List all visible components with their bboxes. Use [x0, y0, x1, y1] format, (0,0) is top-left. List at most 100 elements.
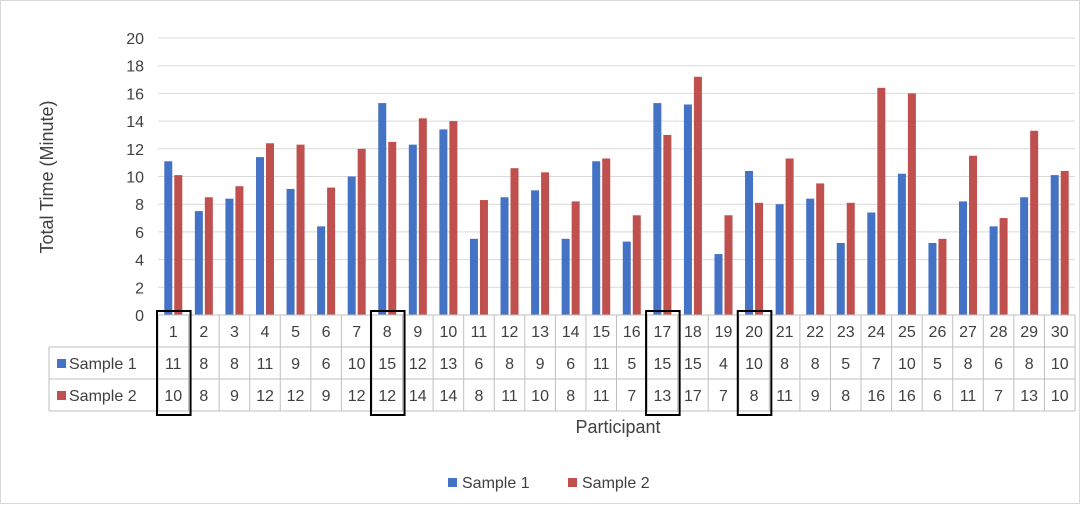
table-cell: 10: [898, 356, 916, 373]
category-label: 7: [352, 324, 361, 341]
table-cell: 5: [933, 356, 942, 373]
table-cell: 8: [964, 356, 973, 373]
table-cell: 14: [439, 388, 457, 405]
bar-sample-1: [531, 190, 540, 315]
highlight-box-participant-1: [156, 310, 192, 416]
table-cell: 8: [841, 388, 850, 405]
table-cell: 8: [1025, 356, 1034, 373]
bar-sample-2: [479, 200, 488, 315]
category-label: 30: [1051, 324, 1069, 341]
bar-sample-1: [622, 241, 631, 315]
category-label: 17: [653, 324, 671, 341]
category-label: 12: [501, 324, 519, 341]
bar-sample-1: [500, 197, 509, 315]
bar-sample-2: [449, 121, 458, 315]
table-cell: 11: [257, 356, 274, 373]
highlight-box-participant-17: [645, 310, 681, 416]
table-cell: 16: [867, 388, 885, 405]
table-cell: 7: [719, 388, 728, 405]
table-cell: 7: [627, 388, 636, 405]
highlight-box-participant-8: [369, 310, 406, 416]
bar-sample-1: [714, 254, 723, 315]
y-axis-label: Total Time (Minute): [37, 100, 57, 253]
table-cell: 15: [378, 356, 396, 373]
bar-sample-1: [561, 238, 570, 315]
highlight-box-participant-20: [736, 310, 773, 416]
table-cell: 13: [653, 388, 671, 405]
table-cell: 8: [199, 356, 208, 373]
category-label: 24: [867, 324, 885, 341]
y-tick-label: 8: [135, 197, 144, 214]
table-cell: 8: [566, 388, 575, 405]
category-label: 2: [199, 324, 208, 341]
category-label: 23: [837, 324, 855, 341]
highlight-boxes: [156, 310, 773, 416]
bar-sample-1: [928, 242, 937, 315]
table-cell: 6: [566, 356, 575, 373]
table-legend-key: [57, 391, 66, 400]
table-cell: 11: [165, 356, 182, 373]
bar-sample-2: [907, 93, 916, 316]
bar-sample-1: [286, 188, 295, 315]
bars: [164, 76, 1069, 316]
bar-sample-2: [602, 158, 611, 315]
table-cell: 8: [811, 356, 820, 373]
y-tick-label: 4: [135, 253, 144, 270]
bar-sample-2: [693, 76, 702, 315]
table-cell: 11: [593, 388, 610, 405]
y-tick-label: 18: [126, 59, 144, 76]
bar-sample-2: [846, 202, 855, 315]
category-label: 10: [439, 324, 457, 341]
bar-sample-2: [388, 141, 397, 315]
y-tick-label: 12: [126, 142, 144, 159]
table-cell: 10: [348, 356, 366, 373]
table-cell: 16: [898, 388, 916, 405]
table-series-label: Sample 2: [69, 388, 137, 405]
bar-sample-2: [418, 118, 427, 315]
bar-sample-2: [663, 134, 672, 315]
table-cell: 8: [474, 388, 483, 405]
y-tick-label: 14: [126, 114, 144, 131]
bar-sample-1: [347, 176, 356, 315]
bar-sample-2: [296, 144, 305, 315]
category-label: 28: [990, 324, 1008, 341]
bar-sample-1: [378, 103, 387, 315]
table-cell: 9: [811, 388, 820, 405]
bar-sample-2: [755, 202, 764, 315]
table-cell: 12: [378, 388, 396, 405]
table-cell: 10: [1051, 388, 1069, 405]
table-cell: 7: [872, 356, 881, 373]
y-tick-label: 6: [135, 225, 144, 242]
table-cell: 11: [776, 388, 793, 405]
bar-sample-2: [357, 148, 366, 315]
bar-sample-1: [225, 198, 234, 315]
category-label: 19: [715, 324, 733, 341]
category-label: 16: [623, 324, 641, 341]
table-cell: 12: [348, 388, 366, 405]
bar-sample-1: [836, 242, 845, 315]
y-tick-label: 16: [126, 86, 144, 103]
category-label: 3: [230, 324, 239, 341]
legend-label: Sample 2: [582, 475, 650, 492]
y-tick-label: 0: [135, 308, 144, 325]
bar-sample-2: [571, 201, 580, 315]
table-cell: 10: [1051, 356, 1069, 373]
bar-sample-1: [164, 161, 173, 315]
table-cell: 7: [994, 388, 1003, 405]
table-cell: 10: [164, 388, 182, 405]
table-cell: 9: [322, 388, 331, 405]
category-label: 6: [322, 324, 331, 341]
table-cell: 8: [199, 388, 208, 405]
table-cell: 11: [960, 388, 977, 405]
bar-sample-1: [897, 173, 906, 315]
legend-label: Sample 1: [462, 475, 530, 492]
category-label: 20: [745, 324, 763, 341]
bar-sample-1: [255, 157, 264, 315]
category-label: 18: [684, 324, 702, 341]
table-cell: 12: [409, 356, 427, 373]
table-cell: 13: [1020, 388, 1038, 405]
bar-sample-1: [867, 212, 876, 315]
bar-sample-1: [959, 201, 968, 315]
bar-sample-1: [194, 211, 203, 315]
